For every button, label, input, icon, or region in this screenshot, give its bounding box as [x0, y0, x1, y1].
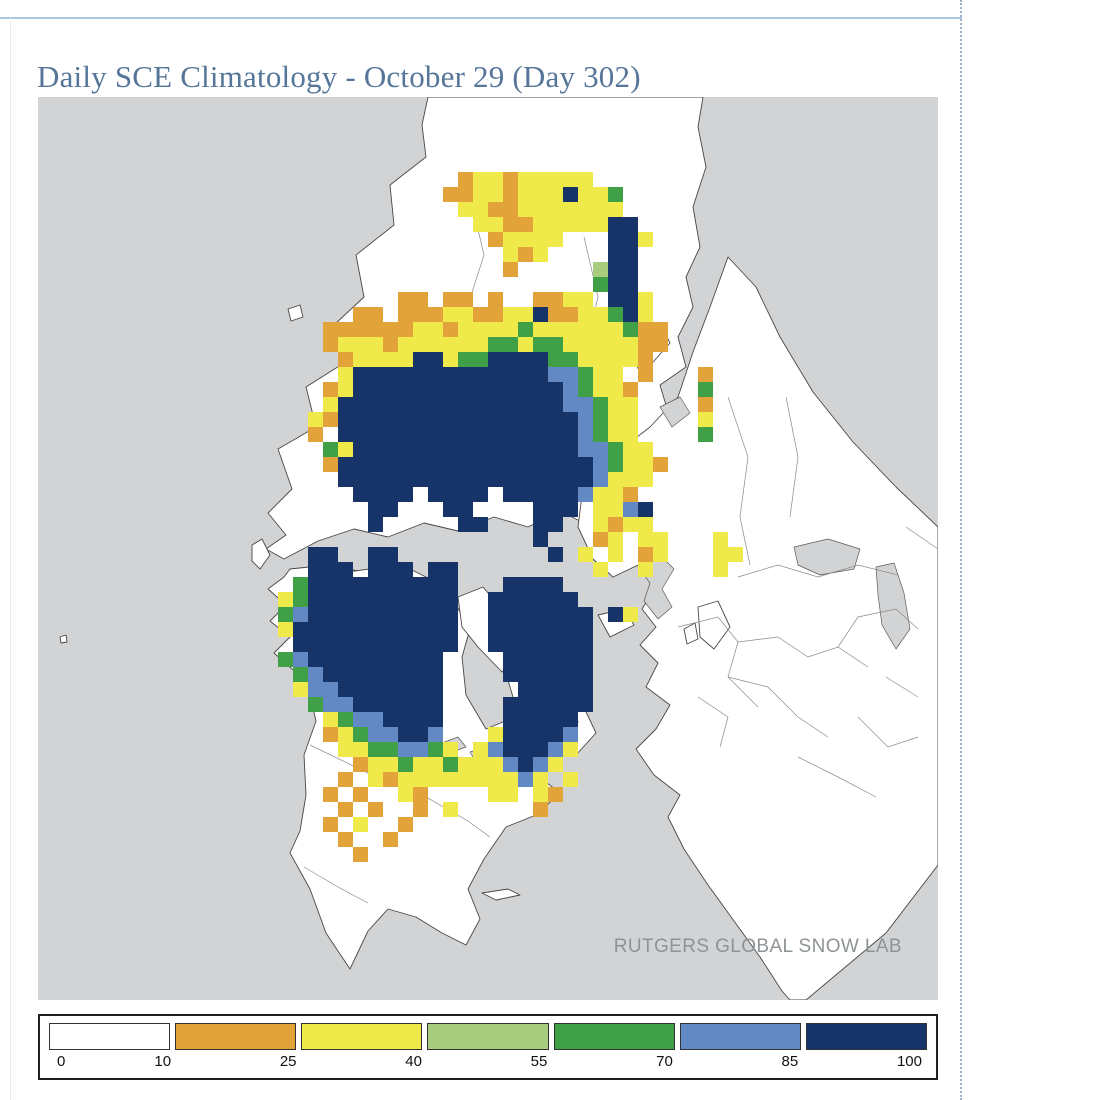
- legend-tick-label: 0: [57, 1053, 66, 1070]
- island-wrangel: [287, 304, 304, 322]
- legend-tick-label: 40: [405, 1053, 422, 1070]
- legend-tick-label: 85: [781, 1053, 799, 1070]
- white-sea: [659, 396, 691, 428]
- black-sea: [793, 538, 861, 576]
- basemap-svg: [38, 97, 938, 1000]
- legend-bar: [49, 1023, 927, 1050]
- legend-segment-55-70: [553, 1023, 675, 1050]
- island-ireland: [683, 622, 699, 645]
- island-great-britain: [697, 600, 731, 650]
- legend-segment-85-100: [805, 1023, 927, 1050]
- legend: 0 10 25 40 55 70 85 100: [38, 1014, 938, 1080]
- legend-tick-label: 55: [530, 1053, 548, 1070]
- legend-tick-label: 100: [896, 1053, 922, 1070]
- legend-tick-label: 70: [656, 1053, 673, 1070]
- legend-tick-label: 25: [279, 1053, 297, 1070]
- island-dot: [59, 634, 68, 644]
- legend-segment-0-10: [49, 1023, 171, 1050]
- left-divider-rule: [10, 17, 11, 1100]
- legend-segment-25-40: [301, 1023, 423, 1050]
- legend-segment-10-25: [175, 1023, 297, 1050]
- snow-cover-map: RUTGERS GLOBAL SNOW LAB: [38, 97, 938, 1000]
- legend-tick-label: 10: [154, 1053, 172, 1070]
- caspian-sea: [875, 562, 911, 650]
- island-arc-speck: [251, 538, 271, 570]
- legend-segment-70-85: [679, 1023, 801, 1050]
- page-title: Daily SCE Climatology - October 29 (Day …: [37, 58, 641, 94]
- top-divider-rule: [0, 17, 962, 19]
- legend-segment-40-55: [427, 1023, 549, 1050]
- legend-ticks: 0 10 25 40 55 70 85 100: [49, 1052, 927, 1076]
- source-watermark: RUTGERS GLOBAL SNOW LAB: [613, 936, 902, 957]
- right-dotted-separator: [960, 0, 962, 1100]
- island-cuba: [481, 888, 521, 901]
